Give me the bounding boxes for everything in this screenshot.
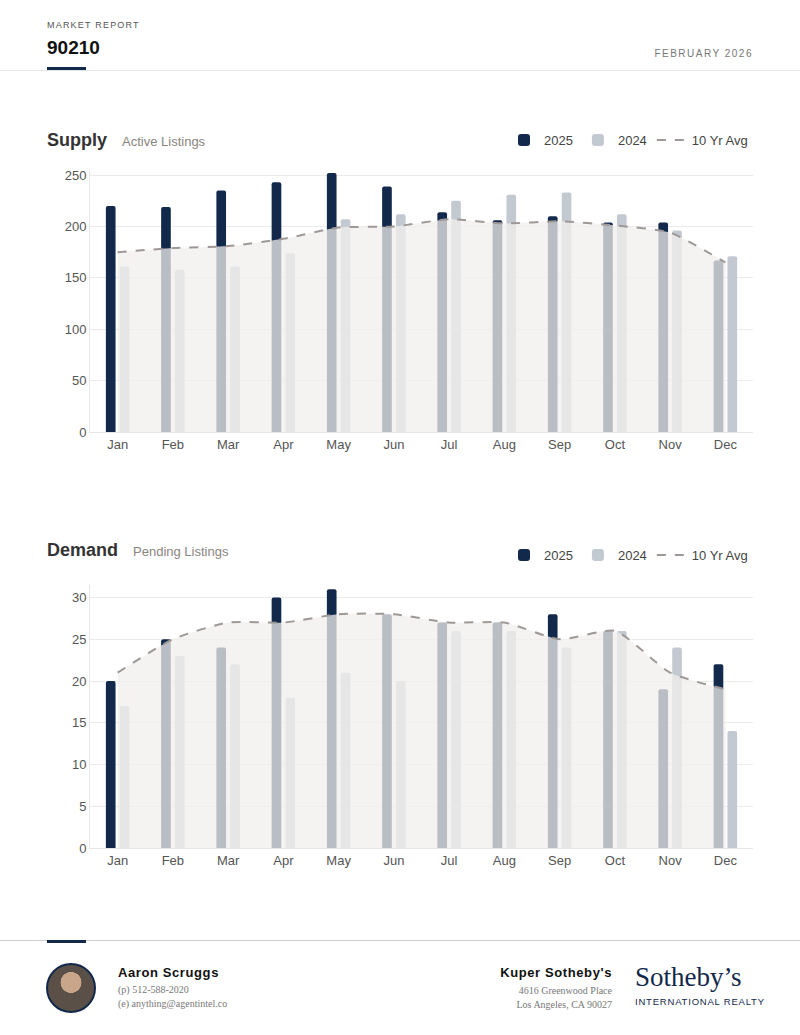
html-text:Los Angeles, CA 90027: Los Angeles, CA 90027 <box>516 999 612 1010</box>
svg-text:Supply Active Listings: Supply Active Listings <box>47 130 206 150</box>
svg-text:Apr: Apr <box>273 853 294 868</box>
svg-text:Sep: Sep <box>548 437 571 452</box>
svg-text:Jan: Jan <box>107 853 128 868</box>
html-text:(p) 512-588-2020: (p) 512-588-2020 <box>118 984 189 995</box>
svg-text:2024: 2024 <box>618 133 647 148</box>
svg-text:15: 15 <box>72 715 86 730</box>
svg-text:0: 0 <box>79 841 86 856</box>
svg-text:Sep: Sep <box>548 853 571 868</box>
svg-text:Jan: Jan <box>107 437 128 452</box>
svg-text:Feb: Feb <box>162 437 184 452</box>
svg-text:10 Yr Avg: 10 Yr Avg <box>692 548 748 563</box>
svg-text:Demand Pending Listings: Demand Pending Listings <box>47 540 229 560</box>
svg-text:50: 50 <box>72 373 86 388</box>
svg-text:Nov: Nov <box>659 853 683 868</box>
svg-text:2025: 2025 <box>544 133 573 148</box>
svg-text:Mar: Mar <box>217 853 240 868</box>
svg-text:Nov: Nov <box>659 437 683 452</box>
svg-text:Apr: Apr <box>273 437 294 452</box>
html-text:INTERNATIONAL REALTY: INTERNATIONAL REALTY <box>635 996 765 1007</box>
html-text:4616 Greenwood Place: 4616 Greenwood Place <box>518 985 612 996</box>
svg-text:Aug: Aug <box>493 853 516 868</box>
svg-text:250: 250 <box>65 168 87 183</box>
svg-text:20: 20 <box>72 674 86 689</box>
svg-text:30: 30 <box>72 590 86 605</box>
html-text:Sotheby’s: Sotheby’s <box>635 962 742 992</box>
html-text:Aaron Scruggs: Aaron Scruggs <box>118 965 219 980</box>
html-text:MARKET REPORT: MARKET REPORT <box>47 20 140 30</box>
svg-text:Oct: Oct <box>605 853 626 868</box>
svg-text:10 Yr Avg: 10 Yr Avg <box>692 133 748 148</box>
svg-text:Oct: Oct <box>605 437 626 452</box>
svg-text:100: 100 <box>65 322 87 337</box>
svg-text:25: 25 <box>72 632 86 647</box>
html-text:(e) anything@agentintel.co: (e) anything@agentintel.co <box>118 998 228 1009</box>
svg-text:Mar: Mar <box>217 437 240 452</box>
svg-text:Jun: Jun <box>383 853 404 868</box>
svg-text:Jun: Jun <box>383 437 404 452</box>
svg-text:200: 200 <box>65 219 87 234</box>
svg-text:5: 5 <box>79 799 86 814</box>
svg-text:10: 10 <box>72 757 86 772</box>
html-text:Kuper Sotheby's: Kuper Sotheby's <box>500 965 612 980</box>
html-text:90210: 90210 <box>47 37 100 58</box>
svg-text:May: May <box>326 853 351 868</box>
svg-text:Jul: Jul <box>441 437 458 452</box>
html-text:FEBRUARY 2026: FEBRUARY 2026 <box>654 48 753 59</box>
svg-text:2024: 2024 <box>618 548 647 563</box>
svg-text:May: May <box>326 437 351 452</box>
svg-text:Dec: Dec <box>714 853 738 868</box>
svg-text:Jul: Jul <box>441 853 458 868</box>
svg-text:150: 150 <box>65 270 87 285</box>
svg-text:0: 0 <box>79 425 86 440</box>
svg-text:Feb: Feb <box>162 853 184 868</box>
svg-text:Dec: Dec <box>714 437 738 452</box>
svg-text:2025: 2025 <box>544 548 573 563</box>
svg-text:Aug: Aug <box>493 437 516 452</box>
